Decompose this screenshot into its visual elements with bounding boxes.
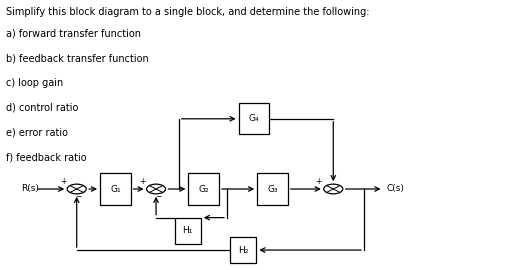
Text: +: +: [139, 177, 145, 186]
FancyBboxPatch shape: [175, 218, 201, 244]
Text: b) feedback transfer function: b) feedback transfer function: [6, 53, 149, 63]
Text: a) forward transfer function: a) forward transfer function: [6, 28, 141, 38]
FancyBboxPatch shape: [230, 237, 257, 263]
Text: −: −: [76, 192, 82, 201]
Text: G₃: G₃: [267, 184, 278, 194]
Text: H₂: H₂: [238, 245, 249, 255]
Text: e) error ratio: e) error ratio: [6, 128, 68, 138]
Text: C(s): C(s): [386, 184, 404, 194]
Text: +: +: [60, 177, 66, 186]
Text: G₁: G₁: [110, 184, 121, 194]
FancyBboxPatch shape: [239, 103, 269, 134]
Text: c) loop gain: c) loop gain: [6, 78, 63, 88]
Text: +: +: [315, 177, 322, 186]
Text: f) feedback ratio: f) feedback ratio: [6, 153, 87, 163]
Text: d) control ratio: d) control ratio: [6, 103, 79, 113]
FancyBboxPatch shape: [100, 174, 131, 205]
FancyBboxPatch shape: [257, 174, 288, 205]
Text: G₄: G₄: [249, 114, 259, 123]
Text: Simplify this block diagram to a single block, and determine the following:: Simplify this block diagram to a single …: [6, 7, 370, 17]
Text: −: −: [155, 192, 161, 201]
FancyBboxPatch shape: [188, 174, 219, 205]
Text: H₁: H₁: [183, 226, 193, 235]
Text: G₂: G₂: [198, 184, 209, 194]
Text: R(s): R(s): [21, 184, 39, 194]
